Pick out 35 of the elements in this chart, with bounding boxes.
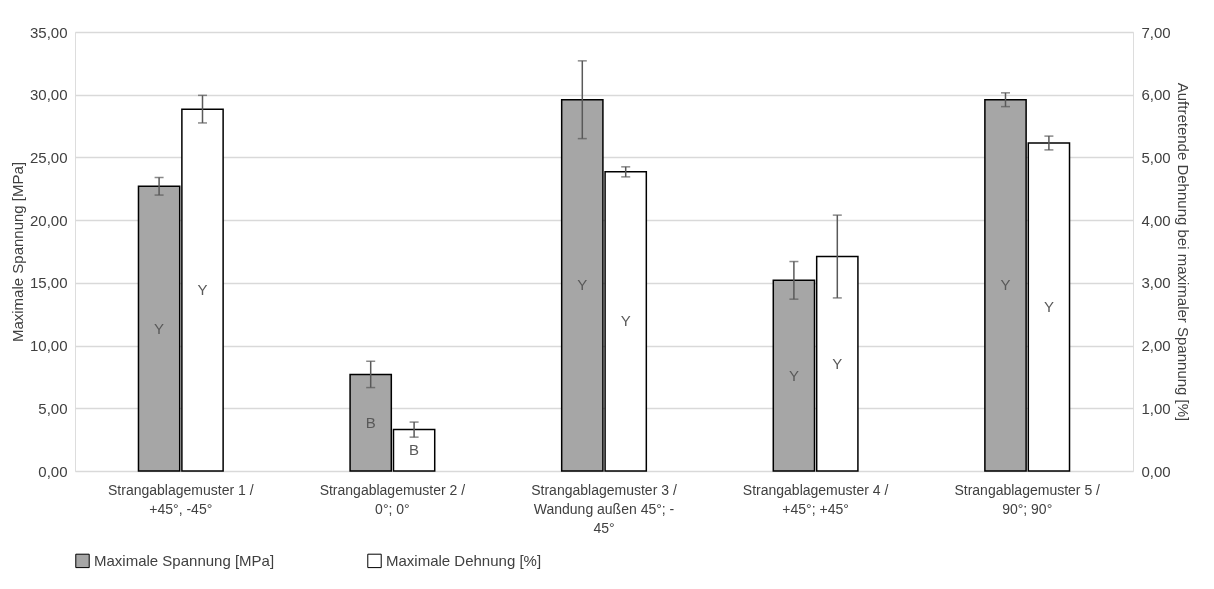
y2-tick-label: 6,00: [1141, 86, 1171, 104]
legend-label: Maximale Dehnung [%]: [386, 551, 542, 569]
x-tick-label: Strangablagemuster 1 / +45°, -45°: [108, 481, 254, 517]
data-label: Y: [788, 366, 799, 384]
y-tick-label: 25,00: [29, 148, 68, 166]
y2-tick-label: 4,00: [1141, 211, 1171, 229]
legend-label: Maximale Spannung [MPa]: [94, 551, 275, 569]
data-label: B: [409, 441, 420, 459]
x-tick-label: Strangablagemuster 3 / Wandung außen 45°; - 45°: [531, 481, 677, 536]
y2-tick-label: 3,00: [1141, 274, 1171, 292]
data-label: Y: [154, 319, 165, 337]
data-label: Y: [197, 281, 208, 299]
y-tick-label: 30,00: [29, 86, 68, 104]
y-tick-label: 0,00: [38, 462, 68, 480]
data-label: Y: [620, 312, 631, 330]
y2-tick-label: 2,00: [1141, 337, 1171, 355]
y2-tick-label: 5,00: [1141, 148, 1171, 166]
data-label: Y: [577, 276, 588, 294]
y2-tick-label: 7,00: [1141, 23, 1171, 41]
data-label: B: [365, 413, 376, 431]
y2-tick-label: 0,00: [1141, 462, 1171, 480]
y-tick-label: 15,00: [29, 274, 68, 292]
data-label: Y: [832, 354, 843, 372]
x-tick-label: Strangablagemuster 2 / 0°; 0°: [319, 481, 466, 517]
y2-axis-title: Auftretende Dehnung bei maximaler Spannung [%]: [1174, 82, 1192, 422]
y-tick-label: 10,00: [29, 337, 68, 355]
x-tick-label: Strangablagemuster 5 / 90°; 90°: [954, 481, 1101, 517]
y-tick-label: 20,00: [29, 211, 68, 229]
y-tick-label: 5,00: [38, 399, 68, 417]
x-tick-label: Strangablagemuster 4 / +45°; +45°: [742, 481, 889, 517]
y-axis-title: Maximale Spannung [MPa]: [8, 161, 26, 343]
data-label: Y: [1000, 276, 1011, 294]
data-label: Y: [1043, 298, 1054, 315]
y-tick-label: 35,00: [29, 23, 68, 41]
y2-tick-label: 1,00: [1141, 399, 1171, 417]
